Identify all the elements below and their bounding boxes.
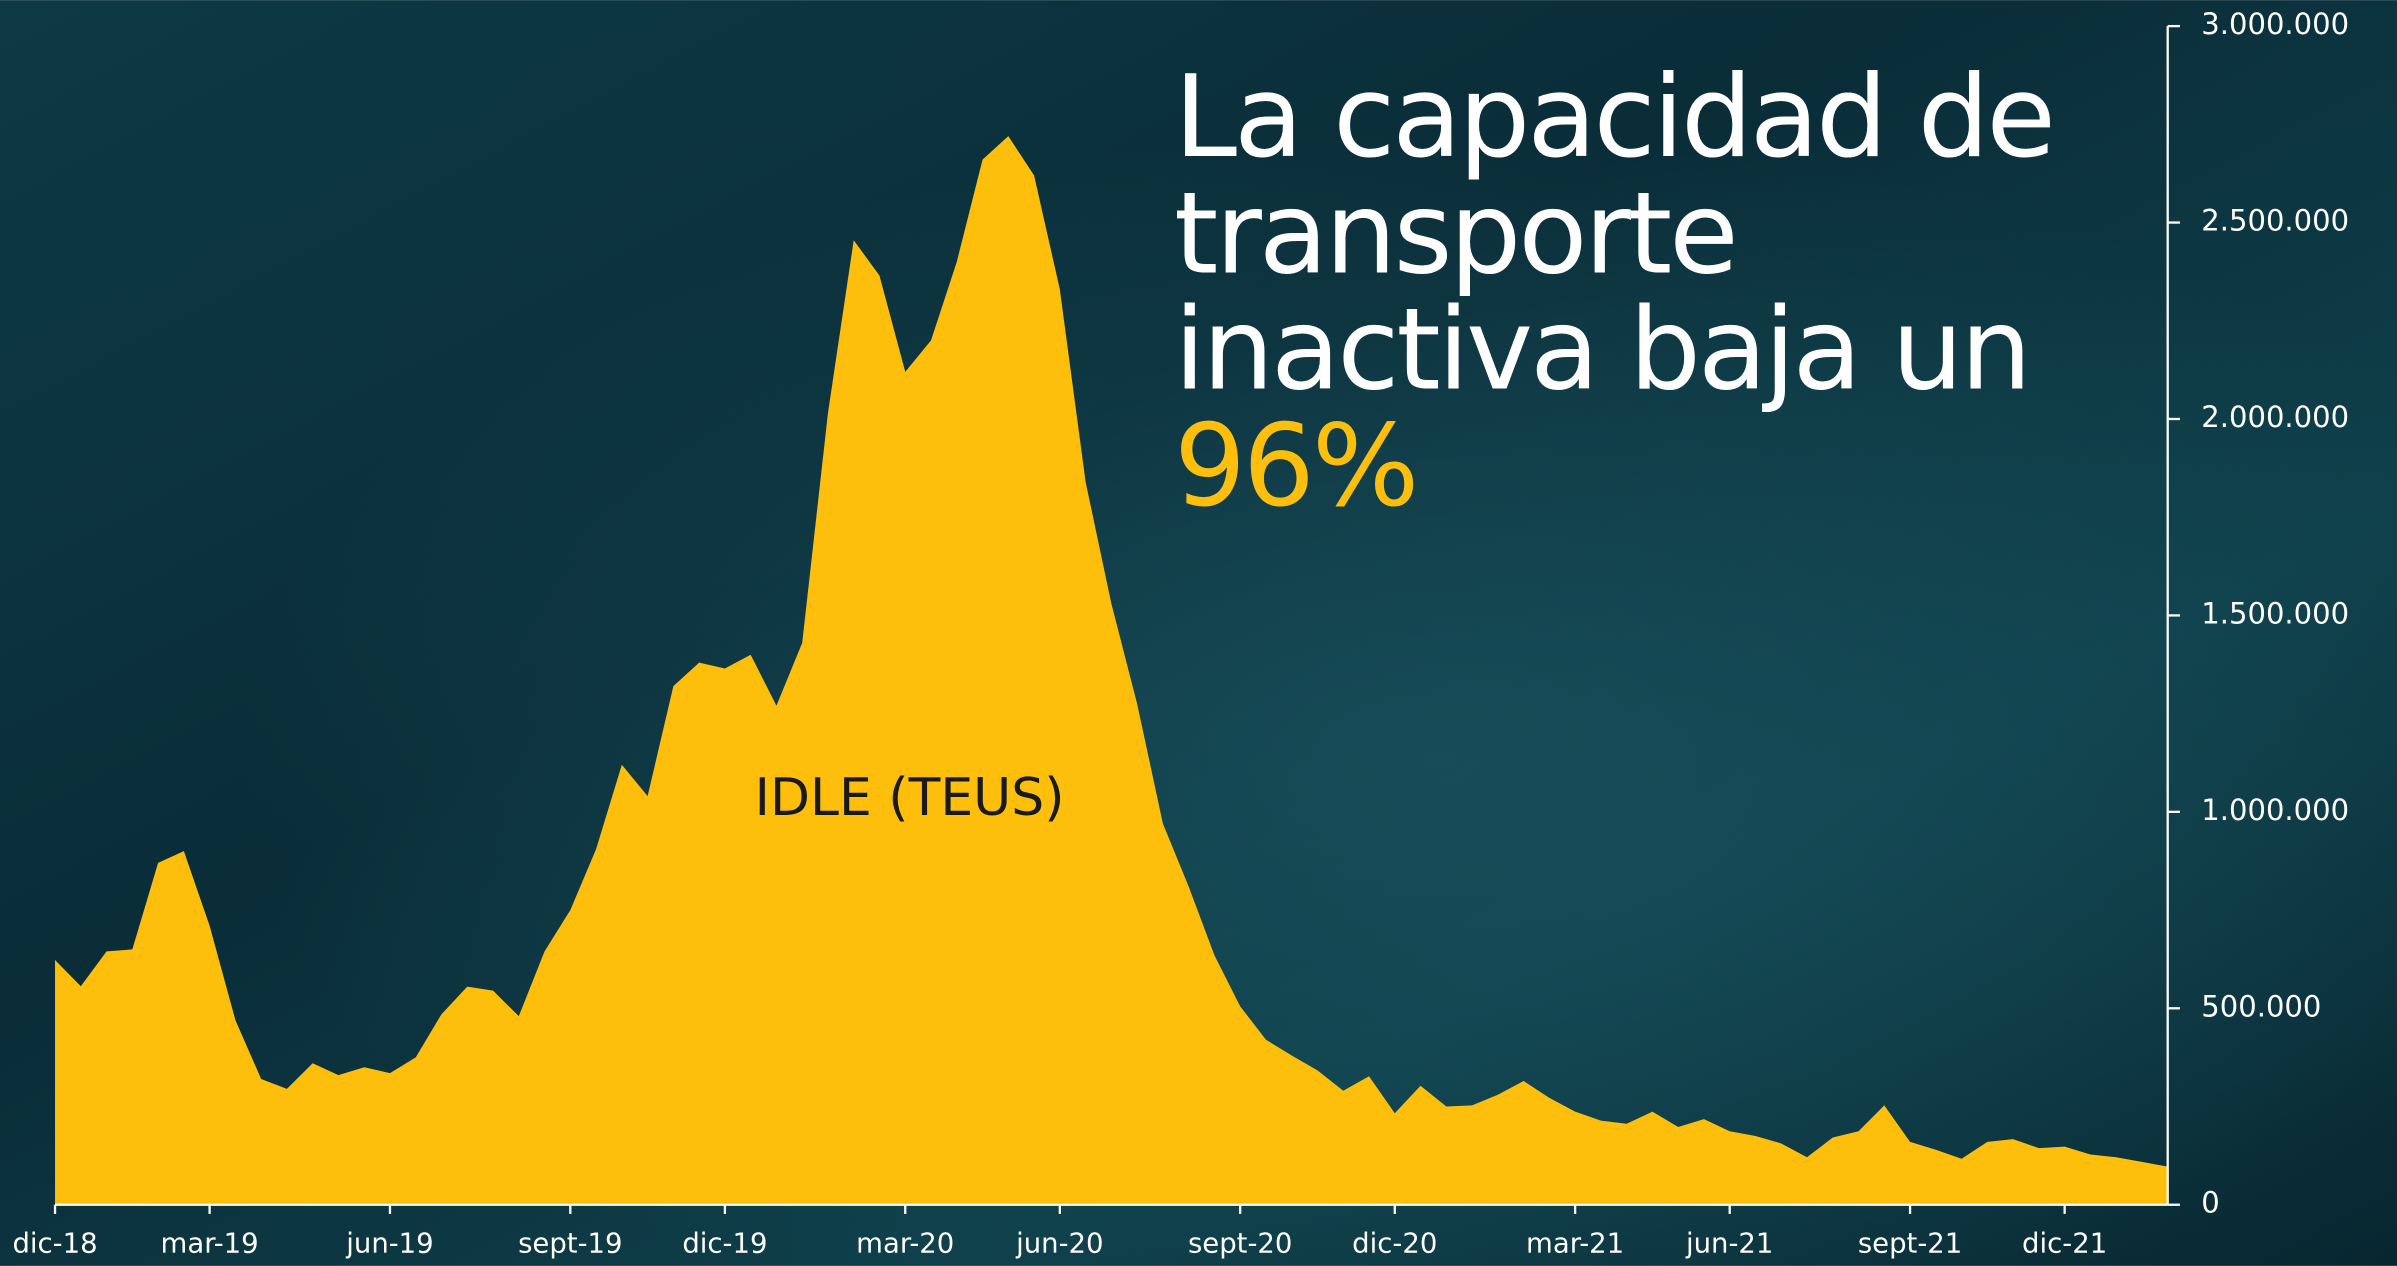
x-tick-label: dic-18 [12, 1227, 97, 1259]
x-tick-label: dic-19 [682, 1227, 767, 1259]
area [55, 136, 2168, 1205]
series-label: IDLE (TEUS) [755, 768, 1065, 828]
title-highlight: 96% [1174, 400, 1416, 532]
title-line: La capacidad de [1174, 51, 2053, 183]
y-tick-label: 1.500.000 [2201, 596, 2349, 630]
x-tick-label: dic-21 [2022, 1227, 2107, 1259]
x-tick-label: jun-21 [1685, 1227, 1773, 1259]
x-tick-label: mar-21 [1526, 1227, 1624, 1259]
title-line: inactiva baja un [1174, 284, 2029, 416]
y-tick-label: 2.000.000 [2201, 400, 2349, 434]
x-tick-label: jun-20 [1015, 1227, 1103, 1259]
x-tick-label: sept-20 [1188, 1227, 1292, 1259]
y-tick-label: 3.000.000 [2201, 7, 2349, 41]
y-tick-label: 1.000.000 [2201, 793, 2349, 827]
y-tick-label: 500.000 [2201, 989, 2321, 1023]
x-tick-label: sept-19 [518, 1227, 622, 1259]
x-tick-label: mar-19 [161, 1227, 259, 1259]
x-tick-label: jun-19 [345, 1227, 433, 1259]
x-tick-label: dic-20 [1352, 1227, 1437, 1259]
x-tick-label: sept-21 [1858, 1227, 1962, 1259]
y-tick-label: 2.500.000 [2201, 204, 2349, 238]
x-tick-label: mar-20 [856, 1227, 954, 1259]
y-tick-label: 0 [2201, 1186, 2219, 1220]
title-line: transporte [1174, 167, 1736, 299]
